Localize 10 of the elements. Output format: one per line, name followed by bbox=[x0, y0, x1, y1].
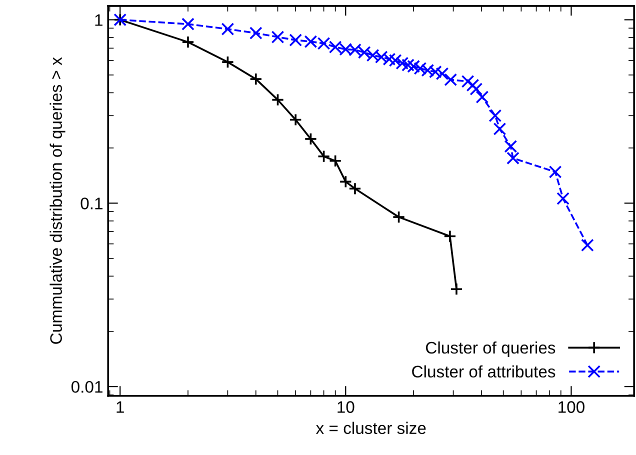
legend-label: Cluster of queries bbox=[426, 341, 556, 357]
y-tick-label: 0.01 bbox=[71, 380, 102, 393]
legend-label: Cluster of attributes bbox=[412, 365, 556, 378]
x-tick-label: 10 bbox=[338, 401, 354, 413]
y-axis-title: Cummulative distribution of queries > x bbox=[50, 57, 66, 344]
x-axis-title: x = cluster size bbox=[316, 422, 426, 434]
y-tick-label: 1 bbox=[95, 14, 102, 26]
x-tick-label: 100 bbox=[558, 401, 584, 413]
x-tick-label: 1 bbox=[116, 401, 124, 413]
y-tick-label: 0.1 bbox=[80, 198, 102, 210]
